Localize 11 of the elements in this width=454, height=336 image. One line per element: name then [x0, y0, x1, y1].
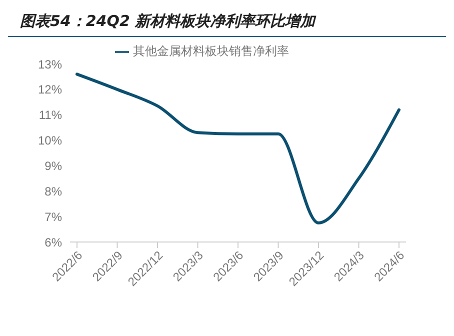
y-tick-label: 9%	[44, 158, 62, 173]
y-tick-label: 8%	[44, 184, 62, 198]
legend-label: 其他金属材料板块销售净利率	[133, 44, 289, 58]
y-tick-label: 12%	[38, 82, 62, 97]
y-tick-label: 10%	[38, 134, 62, 148]
chart-title: 图表54：24Q2 新材料板块净利率环比增加	[8, 8, 446, 37]
y-tick-label: 13%	[38, 57, 62, 72]
y-tick-label: 7%	[44, 210, 62, 224]
y-tick-label: 6%	[44, 235, 62, 250]
line-series	[76, 72, 400, 224]
y-tick-label: 11%	[38, 108, 62, 122]
